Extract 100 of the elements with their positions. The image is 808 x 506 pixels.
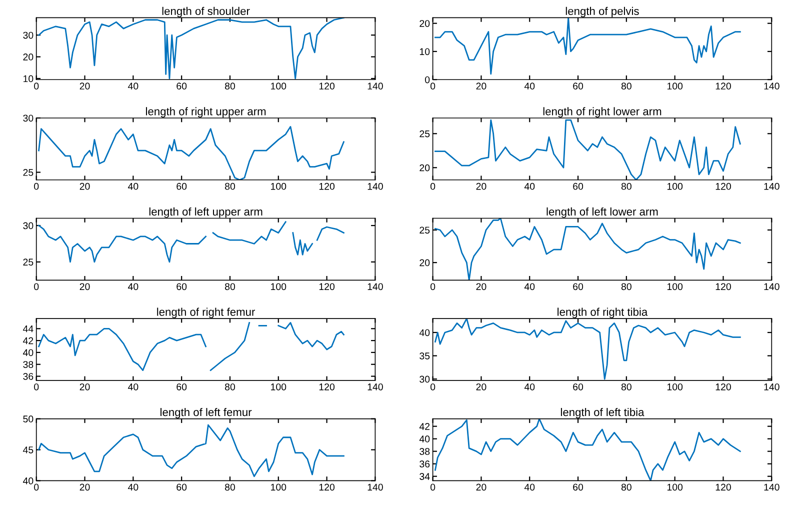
x-tick-label: 60 [573, 182, 584, 190]
y-tick-label: 30 [420, 376, 430, 383]
chart-title: length of pelvis [566, 6, 639, 18]
y-tick-label: 30 [23, 114, 34, 122]
x-tick-label: 140 [368, 82, 383, 90]
x-tick-label: 40 [524, 283, 535, 290]
y-tick-label: 45 [22, 446, 34, 454]
x-tick-label: 20 [476, 82, 486, 90]
y-tick-label: 38 [23, 361, 34, 368]
x-tick-label: 120 [319, 484, 335, 491]
y-tick-label: 25 [420, 130, 430, 138]
x-tick-label: 140 [764, 82, 780, 90]
x-tick-label: 100 [667, 82, 683, 90]
x-tick-label: 140 [764, 383, 780, 390]
y-tick-label: 34 [420, 473, 430, 480]
x-tick-label: 40 [128, 383, 138, 390]
y-tick-label: 10 [24, 75, 34, 82]
x-tick-label: 0 [34, 383, 39, 390]
x-tick-label: 100 [271, 283, 286, 290]
y-tick-label: 44 [22, 325, 34, 332]
x-tick-label: 80 [621, 484, 632, 491]
x-tick-label: 140 [368, 283, 383, 290]
x-tick-label: 80 [621, 82, 632, 90]
y-tick-label: 40 [419, 329, 430, 336]
x-tick-label: 140 [368, 383, 383, 390]
chart-title: length of right tibia [558, 308, 648, 318]
y-tick-label: 30 [23, 32, 34, 39]
x-tick-label: 120 [716, 182, 731, 190]
chart-title: length of left femur [160, 408, 252, 418]
x-tick-label: 20 [476, 484, 486, 491]
y-tick-label: 40 [22, 349, 34, 356]
x-tick-label: 0 [430, 383, 436, 390]
x-tick-label: 80 [225, 383, 236, 390]
x-tick-label: 140 [764, 283, 780, 290]
x-tick-label: 0 [34, 484, 39, 491]
x-tick-label: 100 [271, 484, 286, 491]
x-tick-label: 60 [573, 484, 584, 491]
x-tick-label: 20 [476, 283, 486, 290]
x-tick-label: 80 [225, 283, 236, 290]
x-tick-label: 20 [80, 383, 90, 390]
x-tick-label: 120 [319, 82, 335, 90]
y-tick-label: 20 [420, 20, 430, 27]
x-tick-label: 100 [271, 82, 286, 90]
y-tick-label: 40 [22, 477, 34, 484]
x-tick-label: 40 [128, 82, 138, 90]
x-tick-label: 140 [368, 484, 383, 491]
x-tick-label: 120 [716, 283, 731, 290]
x-tick-label: 80 [225, 82, 236, 90]
line-series [434, 119, 741, 180]
x-tick-label: 40 [524, 383, 535, 390]
x-tick-label: 80 [621, 182, 632, 190]
x-tick-label: 120 [716, 383, 731, 390]
chart-title: length of left tibia [560, 408, 644, 418]
x-tick-label: 40 [524, 182, 535, 190]
x-tick-label: 60 [573, 82, 584, 90]
y-tick-label: 38 [420, 448, 430, 455]
line-series [434, 218, 741, 280]
x-tick-label: 0 [34, 82, 39, 90]
x-tick-label: 80 [225, 182, 236, 190]
y-tick-label: 30 [23, 222, 34, 230]
x-tick-label: 20 [80, 82, 90, 90]
chart-title: length of left upper arm [149, 207, 262, 218]
x-tick-label: 100 [271, 182, 286, 190]
x-tick-label: 100 [271, 383, 286, 390]
line-series [434, 318, 741, 380]
x-tick-label: 140 [764, 484, 780, 491]
y-tick-label: 20 [420, 259, 430, 266]
chart-title: length of right upper arm [146, 107, 266, 118]
x-tick-label: 60 [176, 484, 187, 491]
line-series [38, 126, 344, 180]
x-tick-label: 120 [716, 484, 731, 491]
y-tick-label: 50 [23, 416, 34, 422]
y-tick-label: 20 [23, 54, 34, 60]
x-tick-label: 0 [430, 283, 436, 290]
line-series [38, 424, 344, 478]
x-tick-label: 120 [716, 82, 731, 90]
x-tick-label: 20 [476, 383, 486, 390]
y-tick-label: 36 [420, 460, 430, 468]
line-series [38, 18, 344, 80]
x-tick-label: 0 [430, 82, 436, 90]
x-tick-label: 60 [176, 182, 187, 190]
y-tick-label: 25 [23, 258, 34, 266]
x-tick-label: 0 [34, 283, 39, 290]
line-series [434, 18, 741, 75]
x-tick-label: 120 [319, 383, 335, 390]
x-tick-label: 60 [573, 283, 584, 290]
y-tick-label: 20 [420, 164, 430, 172]
x-tick-label: 80 [621, 383, 632, 390]
x-tick-label: 40 [128, 484, 138, 491]
x-tick-label: 100 [667, 182, 683, 190]
chart-title: length of left lower arm [546, 207, 658, 218]
x-tick-label: 60 [573, 383, 584, 390]
x-tick-label: 100 [667, 283, 683, 290]
x-tick-label: 20 [476, 182, 486, 190]
x-tick-label: 40 [128, 283, 138, 290]
x-tick-label: 0 [430, 182, 436, 190]
x-tick-label: 0 [34, 182, 39, 190]
y-tick-label: 25 [420, 226, 430, 234]
y-tick-label: 42 [419, 423, 430, 430]
x-tick-label: 140 [368, 182, 383, 190]
